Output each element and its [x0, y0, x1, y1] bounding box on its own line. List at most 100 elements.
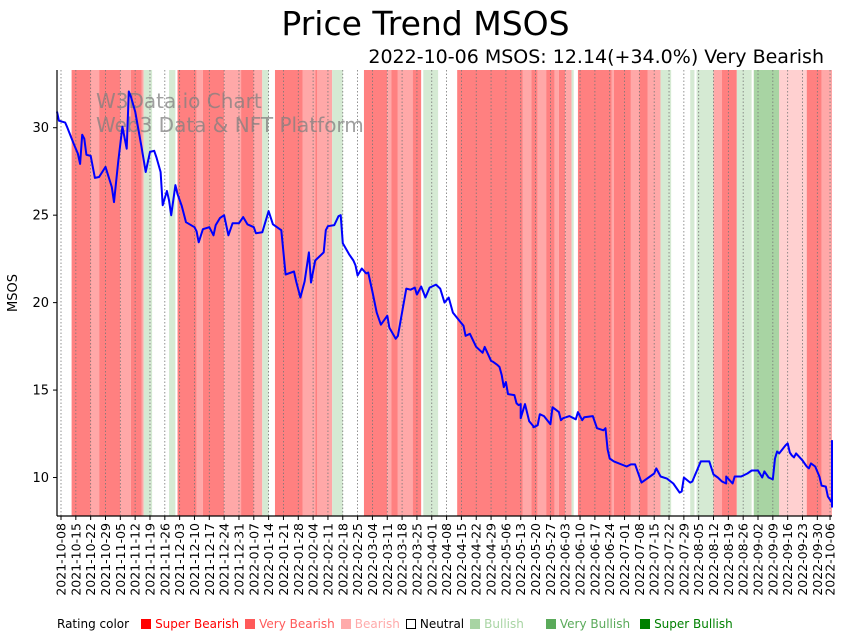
rating-band — [660, 70, 672, 516]
rating-band — [753, 70, 780, 516]
chart-subtitle: 2022-10-06 MSOS: 12.14(+34.0%) Very Bear… — [368, 46, 824, 68]
x-tick-label: 2022-09-30 — [810, 523, 825, 596]
x-tick-label: 2022-08-26 — [736, 523, 751, 596]
x-tick-label: 2022-02-04 — [306, 523, 321, 596]
rating-band — [224, 70, 242, 516]
x-tick-label: 2022-01-28 — [291, 523, 306, 596]
rating-band — [611, 70, 614, 516]
x-tick-label: 2022-06-10 — [573, 523, 588, 596]
x-tick-label: 2021-12-31 — [231, 523, 246, 596]
rating-band — [554, 70, 559, 516]
price-line — [56, 90, 833, 508]
x-tick-label: 2022-01-21 — [276, 523, 291, 596]
rating-band — [639, 70, 648, 516]
legend-item: Very Bullish — [545, 617, 631, 631]
legend-label: Super Bearish — [155, 617, 240, 631]
x-tick-label: 2022-02-11 — [320, 523, 335, 596]
legend-label: Very Bullish — [559, 617, 631, 631]
rating-band — [141, 70, 144, 516]
rating-band — [315, 70, 318, 516]
x-tick-label: 2021-12-10 — [187, 523, 202, 596]
rating-band — [253, 70, 263, 516]
x-tick-label: 2022-05-13 — [513, 523, 528, 596]
x-tick-label: 2022-10-06 — [823, 523, 838, 596]
legend-swatch — [470, 619, 481, 629]
legend-label: Bullish — [484, 617, 524, 631]
rating-band — [546, 70, 555, 516]
rating-band — [690, 70, 695, 516]
x-tick-label: 2022-05-20 — [528, 523, 543, 596]
rating-band — [571, 70, 574, 516]
rating-band — [120, 70, 131, 516]
legend-label: Super Bullish — [654, 617, 733, 631]
legend-item: Bullish — [470, 617, 524, 631]
x-tick-label: 2021-10-15 — [68, 523, 83, 596]
rating-band — [806, 70, 822, 516]
x-tick-label: 2022-04-15 — [454, 523, 469, 596]
x-tick-label: 2022-09-02 — [751, 523, 766, 596]
rating-band — [423, 70, 439, 516]
legend-label: Neutral — [419, 617, 465, 631]
x-tick-label: 2022-09-16 — [780, 523, 795, 596]
x-tick-label: 2022-07-08 — [632, 523, 647, 596]
legend-item: Super Bullish — [640, 617, 733, 631]
rating-band — [558, 70, 566, 516]
rating-band — [177, 70, 197, 516]
x-tick-label: 2022-04-29 — [484, 523, 499, 596]
x-tick-label: 2022-05-06 — [498, 523, 513, 596]
legend-item: Super Bearish — [141, 617, 239, 631]
legend-swatch — [640, 619, 651, 629]
rating-band — [363, 70, 388, 516]
rating-band — [613, 70, 631, 516]
x-tick-label: 2022-04-01 — [424, 523, 439, 596]
x-tick-label: 2022-07-29 — [676, 523, 691, 596]
rating-band — [696, 70, 714, 516]
y-tick-label: 20 — [32, 296, 49, 311]
x-tick-label: 2022-06-24 — [602, 523, 617, 596]
rating-band — [302, 70, 316, 516]
rating-band — [387, 70, 392, 516]
y-tick-label: 25 — [32, 209, 49, 224]
legend-swatch — [405, 619, 416, 629]
y-tick-label: 15 — [32, 384, 49, 399]
x-tick-label: 2022-05-27 — [543, 523, 558, 596]
rating-band — [821, 70, 832, 516]
legend-swatch — [141, 619, 152, 629]
rating-band — [721, 70, 737, 516]
rating-band — [630, 70, 640, 516]
x-tick-label: 2022-04-08 — [439, 523, 454, 596]
x-tick-label: 2022-01-07 — [246, 523, 261, 596]
price-series — [56, 90, 833, 508]
rating-band — [332, 70, 343, 516]
x-tick-label: 2021-11-26 — [157, 523, 172, 596]
x-tick-label: 2022-06-17 — [587, 523, 602, 596]
x-tick-label: 2021-12-17 — [202, 523, 217, 596]
rating-band — [196, 70, 203, 516]
x-tick-label: 2021-12-03 — [172, 523, 187, 596]
x-tick-label: 2022-04-22 — [469, 523, 484, 596]
x-tick-label: 2022-03-18 — [395, 523, 410, 596]
x-tick-label: 2022-03-11 — [380, 523, 395, 596]
x-tick-label: 2022-07-15 — [647, 523, 662, 596]
chart-title: Price Trend MSOS — [281, 4, 570, 43]
legend-label: Bearish — [354, 617, 400, 631]
rating-band — [317, 70, 333, 516]
x-tick-label: 2021-10-22 — [83, 523, 98, 596]
watermark-text: Web3 Data & NFT Platform — [96, 113, 364, 137]
rating-band — [565, 70, 572, 516]
rating-band — [71, 70, 91, 516]
x-tick-label: 2022-03-04 — [365, 523, 380, 596]
y-tick-label: 30 — [32, 121, 49, 136]
rating-band — [531, 70, 538, 516]
x-tick-label: 2021-12-24 — [217, 523, 232, 596]
rating-band — [90, 70, 100, 516]
rating-band — [262, 70, 269, 516]
x-tick-label: 2022-06-03 — [558, 523, 573, 596]
rating-band — [457, 70, 523, 516]
x-tick-label: 2021-11-05 — [113, 523, 128, 596]
rating-band — [130, 70, 142, 516]
rating-band — [169, 70, 176, 516]
x-tick-label: 2022-08-12 — [706, 523, 721, 596]
